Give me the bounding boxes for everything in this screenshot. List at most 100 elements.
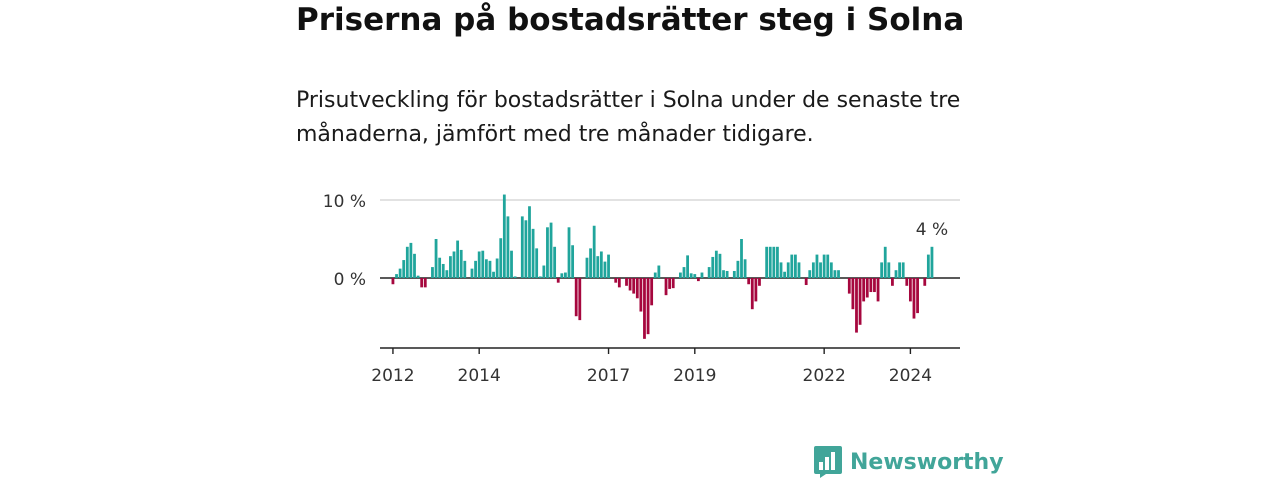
bar bbox=[484, 259, 488, 278]
bar bbox=[855, 278, 858, 333]
bars bbox=[391, 194, 934, 339]
bar bbox=[549, 222, 553, 278]
bar bbox=[905, 278, 909, 286]
bar bbox=[513, 276, 517, 278]
bar bbox=[829, 262, 833, 278]
bar bbox=[707, 267, 711, 278]
bar bbox=[492, 271, 495, 278]
bar bbox=[883, 246, 887, 278]
bar bbox=[502, 194, 506, 278]
bar bbox=[452, 251, 456, 278]
bar bbox=[930, 246, 934, 278]
bar bbox=[481, 250, 485, 278]
bar bbox=[628, 278, 632, 291]
bar bbox=[524, 220, 528, 278]
bar bbox=[488, 260, 492, 278]
bar bbox=[614, 278, 618, 283]
bar bbox=[916, 278, 919, 314]
bar bbox=[632, 278, 636, 294]
bar bbox=[585, 257, 589, 278]
bar bbox=[441, 263, 445, 278]
bar bbox=[391, 278, 395, 285]
bar bbox=[564, 272, 567, 278]
bar bbox=[578, 278, 582, 321]
bar bbox=[574, 278, 578, 317]
bar bbox=[607, 254, 610, 278]
bar bbox=[653, 272, 657, 278]
bar bbox=[474, 260, 477, 278]
bar bbox=[722, 270, 725, 278]
bar bbox=[603, 261, 607, 278]
bar bbox=[876, 278, 880, 302]
bar bbox=[395, 274, 398, 278]
bar bbox=[639, 278, 643, 312]
bar bbox=[477, 251, 481, 278]
x-tick-label: 2024 bbox=[889, 366, 932, 386]
bar bbox=[402, 260, 406, 278]
bar bbox=[887, 262, 891, 278]
bar bbox=[668, 278, 672, 289]
bar bbox=[420, 278, 424, 288]
bar bbox=[926, 254, 930, 278]
bar bbox=[463, 260, 467, 278]
x-axis: 2012 2014 2017 2019 2022 2024 bbox=[371, 347, 960, 386]
bar bbox=[459, 249, 463, 278]
bar bbox=[765, 246, 769, 278]
bar bbox=[510, 250, 513, 278]
bar bbox=[826, 254, 830, 278]
bar bbox=[423, 278, 427, 288]
bar bbox=[880, 262, 884, 278]
bar bbox=[696, 278, 700, 282]
bar bbox=[786, 262, 790, 278]
bar bbox=[553, 246, 557, 278]
bar bbox=[873, 278, 876, 293]
bar bbox=[743, 259, 747, 278]
bar bbox=[862, 278, 866, 302]
brand-name: Newsworthy bbox=[850, 449, 1004, 475]
bar bbox=[847, 278, 851, 294]
last-value-annotation: 4 % bbox=[916, 220, 948, 240]
bar bbox=[714, 250, 718, 278]
bar bbox=[682, 267, 686, 278]
bar bbox=[865, 278, 869, 298]
bar bbox=[758, 278, 761, 286]
bar bbox=[923, 278, 927, 286]
bar bbox=[470, 268, 474, 278]
bar bbox=[405, 246, 409, 278]
bar bbox=[804, 278, 808, 286]
bar bbox=[736, 260, 740, 278]
bar bbox=[768, 246, 772, 278]
bar bbox=[808, 270, 812, 278]
bar bbox=[858, 278, 862, 325]
bar bbox=[416, 275, 420, 278]
y-axis-labels: 10 % 0 % bbox=[323, 192, 366, 290]
x-tick-label: 2022 bbox=[803, 366, 846, 386]
bar bbox=[398, 268, 402, 278]
bar bbox=[754, 278, 758, 302]
bar bbox=[556, 278, 560, 283]
bar bbox=[664, 278, 668, 296]
bar bbox=[718, 253, 722, 278]
bar bbox=[797, 262, 801, 278]
bar bbox=[693, 274, 697, 278]
x-tick-label: 2019 bbox=[673, 366, 716, 386]
bar bbox=[456, 240, 460, 278]
bar bbox=[811, 262, 815, 278]
x-tick-label: 2014 bbox=[458, 366, 501, 386]
bar bbox=[520, 216, 524, 278]
bar bbox=[434, 239, 438, 278]
bar bbox=[689, 273, 693, 278]
bar bbox=[679, 272, 682, 278]
bar bbox=[772, 246, 776, 278]
chart-subtitle: Prisutveckling för bostadsrätter i Solna… bbox=[296, 88, 961, 147]
bar bbox=[869, 278, 873, 293]
bar bbox=[599, 251, 603, 278]
bar bbox=[898, 262, 902, 278]
bar bbox=[646, 278, 650, 335]
bar bbox=[589, 248, 592, 278]
bar bbox=[837, 270, 840, 278]
gridlines bbox=[380, 199, 960, 279]
bar bbox=[783, 271, 787, 278]
annotation: 4 % bbox=[916, 220, 948, 240]
bar bbox=[894, 270, 898, 278]
